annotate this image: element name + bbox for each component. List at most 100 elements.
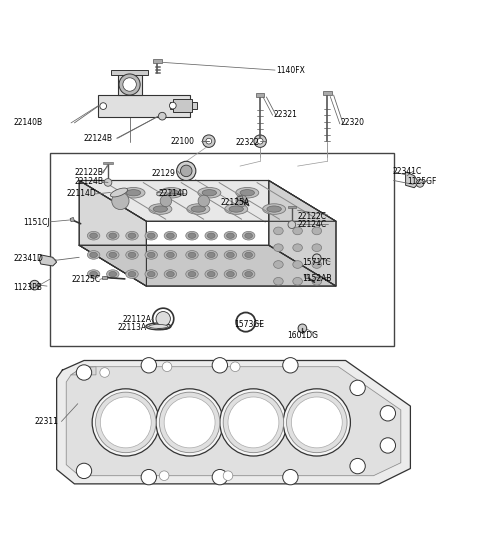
Text: 1123PB: 1123PB bbox=[13, 283, 42, 291]
Ellipse shape bbox=[145, 270, 157, 278]
Ellipse shape bbox=[224, 270, 237, 278]
Ellipse shape bbox=[90, 272, 97, 276]
Ellipse shape bbox=[293, 227, 302, 234]
Circle shape bbox=[141, 469, 156, 485]
Text: 1601DG: 1601DG bbox=[287, 331, 318, 340]
Text: 22125C: 22125C bbox=[71, 275, 100, 284]
Ellipse shape bbox=[312, 278, 322, 285]
Ellipse shape bbox=[107, 231, 119, 240]
Ellipse shape bbox=[87, 231, 100, 240]
Ellipse shape bbox=[126, 270, 138, 278]
Text: 22122C: 22122C bbox=[298, 211, 326, 221]
Circle shape bbox=[164, 397, 215, 448]
Polygon shape bbox=[102, 275, 107, 279]
Circle shape bbox=[350, 458, 365, 474]
Ellipse shape bbox=[242, 270, 255, 278]
Circle shape bbox=[119, 74, 140, 95]
Circle shape bbox=[380, 438, 396, 453]
Text: 22311: 22311 bbox=[35, 417, 59, 426]
Ellipse shape bbox=[188, 233, 196, 238]
Circle shape bbox=[30, 280, 39, 290]
Text: 22124B: 22124B bbox=[74, 178, 103, 186]
Circle shape bbox=[92, 389, 159, 456]
Text: 22114D: 22114D bbox=[66, 190, 96, 199]
Polygon shape bbox=[79, 180, 146, 286]
Ellipse shape bbox=[245, 233, 252, 238]
Ellipse shape bbox=[149, 325, 168, 328]
Circle shape bbox=[160, 195, 172, 207]
Ellipse shape bbox=[87, 270, 100, 278]
Ellipse shape bbox=[109, 233, 117, 238]
Ellipse shape bbox=[229, 206, 243, 212]
Circle shape bbox=[312, 254, 321, 263]
Ellipse shape bbox=[128, 233, 136, 238]
Text: 22129: 22129 bbox=[151, 169, 175, 178]
Bar bbox=[50, 153, 394, 346]
Ellipse shape bbox=[312, 227, 322, 234]
Text: 1151CJ: 1151CJ bbox=[23, 218, 49, 227]
Polygon shape bbox=[170, 102, 197, 109]
Ellipse shape bbox=[312, 260, 322, 268]
Circle shape bbox=[416, 180, 424, 187]
Polygon shape bbox=[153, 59, 162, 63]
Circle shape bbox=[162, 362, 172, 372]
Ellipse shape bbox=[236, 187, 259, 198]
Ellipse shape bbox=[293, 244, 302, 252]
Circle shape bbox=[100, 368, 109, 377]
Ellipse shape bbox=[293, 278, 302, 285]
Text: 22113A: 22113A bbox=[118, 324, 147, 332]
Ellipse shape bbox=[167, 233, 174, 238]
Circle shape bbox=[257, 138, 263, 144]
Ellipse shape bbox=[110, 188, 128, 197]
Ellipse shape bbox=[312, 244, 322, 252]
Text: 22124B: 22124B bbox=[84, 134, 113, 143]
Circle shape bbox=[104, 179, 112, 186]
Ellipse shape bbox=[242, 231, 255, 240]
Circle shape bbox=[206, 138, 212, 144]
Ellipse shape bbox=[188, 252, 196, 258]
Circle shape bbox=[230, 362, 240, 372]
Ellipse shape bbox=[274, 244, 283, 252]
Ellipse shape bbox=[205, 251, 217, 259]
Polygon shape bbox=[269, 180, 336, 286]
Polygon shape bbox=[66, 367, 401, 476]
Polygon shape bbox=[98, 95, 190, 117]
Text: 1152AB: 1152AB bbox=[302, 274, 332, 283]
Ellipse shape bbox=[122, 187, 145, 198]
Ellipse shape bbox=[147, 252, 155, 258]
Circle shape bbox=[169, 102, 176, 109]
Ellipse shape bbox=[90, 252, 97, 258]
Ellipse shape bbox=[164, 190, 179, 196]
Polygon shape bbox=[288, 206, 296, 208]
Ellipse shape bbox=[145, 251, 157, 259]
Ellipse shape bbox=[109, 252, 117, 258]
Ellipse shape bbox=[87, 251, 100, 259]
Ellipse shape bbox=[207, 233, 215, 238]
Ellipse shape bbox=[167, 272, 174, 276]
Circle shape bbox=[288, 221, 296, 228]
Circle shape bbox=[254, 135, 266, 148]
Ellipse shape bbox=[164, 231, 177, 240]
Ellipse shape bbox=[107, 251, 119, 259]
Polygon shape bbox=[173, 99, 192, 112]
Ellipse shape bbox=[160, 187, 183, 198]
Ellipse shape bbox=[274, 278, 283, 285]
Circle shape bbox=[350, 380, 365, 395]
Ellipse shape bbox=[149, 204, 172, 215]
Ellipse shape bbox=[153, 206, 168, 212]
Circle shape bbox=[223, 392, 284, 453]
Text: 22320: 22320 bbox=[341, 118, 365, 127]
Ellipse shape bbox=[164, 251, 177, 259]
Ellipse shape bbox=[274, 227, 283, 234]
Ellipse shape bbox=[128, 252, 136, 258]
Polygon shape bbox=[79, 246, 336, 286]
Circle shape bbox=[283, 469, 298, 485]
Circle shape bbox=[198, 195, 210, 207]
Circle shape bbox=[291, 397, 342, 448]
Ellipse shape bbox=[186, 270, 198, 278]
Polygon shape bbox=[118, 71, 142, 95]
Ellipse shape bbox=[126, 251, 138, 259]
Text: 22124C: 22124C bbox=[298, 220, 327, 229]
Circle shape bbox=[141, 358, 156, 373]
Circle shape bbox=[212, 469, 228, 485]
